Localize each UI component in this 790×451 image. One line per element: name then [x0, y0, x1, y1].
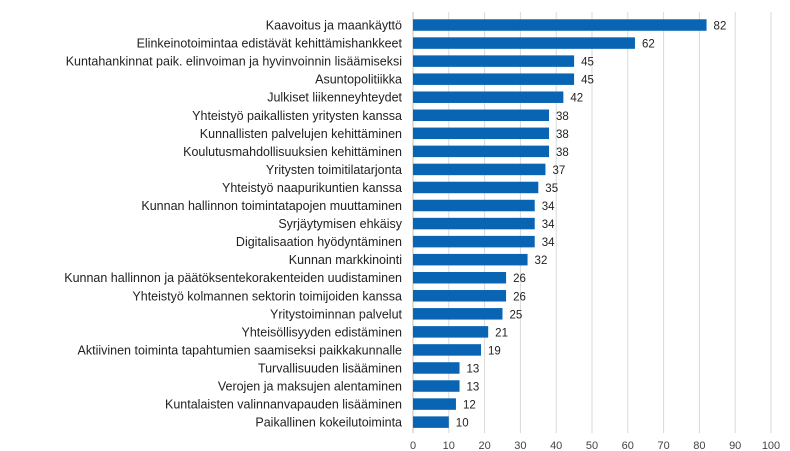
x-tick-label: 10	[443, 440, 455, 451]
data-label: 19	[488, 345, 501, 357]
data-label: 34	[542, 219, 555, 231]
category-labels: Kaavoitus ja maankäyttö Elinkeinotoiminta…	[64, 19, 403, 430]
category-label: Digitalisaation hyödyntäminen	[236, 235, 402, 249]
category-label: Kaavoitus ja maankäyttö	[266, 19, 402, 33]
x-tick-label: 60	[622, 440, 634, 451]
x-axis-ticks: 0 10 20 30 40 50 60 70 80 90 100	[410, 440, 780, 451]
category-label: Koulutusmahdollisuuksien kehittäminen	[183, 145, 402, 159]
x-tick-label: 20	[478, 440, 490, 451]
x-tick-label: 30	[514, 440, 526, 451]
bar	[413, 326, 489, 338]
category-label: Kunnan hallinnon ja päätöksentekorakente…	[64, 271, 402, 285]
data-label: 35	[545, 183, 558, 195]
data-label: 26	[513, 273, 526, 285]
bar	[413, 199, 535, 212]
data-label: 34	[542, 201, 555, 213]
data-label: 25	[510, 309, 523, 321]
bar	[413, 127, 550, 140]
category-label: Yhteistyö kolmannen sektorin toimijoiden…	[132, 289, 402, 303]
data-labels: 8262454542383838373534343432262625211913…	[456, 21, 727, 430]
category-label: Kuntahankinnat paik. elinvoiman ja hyvin…	[66, 55, 402, 69]
bar	[413, 380, 460, 392]
category-label: Asuntopolitiikka	[315, 73, 402, 87]
bar	[413, 109, 550, 122]
bar	[413, 19, 707, 31]
category-label: Yhteisöllisyyden edistäminen	[241, 325, 402, 339]
category-label: Kunnan hallinnon toimintatapojen muuttam…	[141, 199, 402, 213]
x-tick-label: 40	[550, 440, 562, 451]
x-tick-label: 80	[693, 440, 705, 451]
bar	[413, 253, 528, 266]
bar	[413, 91, 564, 103]
bar	[413, 181, 539, 194]
category-label: Yritysten toimitilatarjonta	[266, 163, 402, 177]
data-label: 45	[581, 75, 594, 87]
category-label: Paikallinen kokeilutoiminta	[255, 416, 402, 430]
data-label: 13	[467, 382, 480, 394]
x-tick-label: 90	[729, 440, 741, 451]
bar	[413, 73, 575, 85]
category-label: Yhteistyö naapurikuntien kanssa	[222, 181, 402, 195]
category-label: Elinkeinotoimintaa edistävät kehittämish…	[137, 37, 403, 51]
x-tick-label: 100	[762, 440, 780, 451]
category-label: Kunnallisten palvelujen kehittäminen	[200, 127, 402, 141]
data-label: 10	[456, 418, 469, 430]
bar	[413, 145, 550, 158]
bar	[413, 290, 507, 302]
category-label: Julkiset liikenneyhteydet	[267, 91, 402, 105]
data-label: 12	[463, 400, 476, 412]
bar	[413, 163, 546, 176]
data-label: 34	[542, 237, 555, 249]
bar	[413, 398, 456, 410]
bar	[413, 271, 507, 284]
category-label: Verojen ja maksujen alentaminen	[218, 380, 402, 394]
category-label: Yhteistyö paikallisten yritysten kanssa	[192, 109, 402, 123]
x-tick-label: 50	[586, 440, 598, 451]
data-label: 45	[581, 57, 594, 69]
data-label: 38	[556, 129, 569, 141]
data-label: 32	[535, 255, 548, 267]
bar	[413, 344, 482, 356]
bar	[413, 308, 503, 320]
category-label: Kunnan markkinointi	[289, 253, 402, 267]
category-label: Aktiivinen toiminta tapahtumien saamisek…	[78, 343, 403, 357]
data-label: 42	[570, 93, 583, 105]
data-label: 62	[642, 39, 655, 51]
data-label: 26	[513, 291, 526, 303]
data-label: 38	[556, 111, 569, 123]
data-label: 13	[467, 363, 480, 375]
bars	[413, 19, 707, 428]
data-label: 38	[556, 147, 569, 159]
bar	[413, 416, 449, 428]
x-tick-label: 70	[657, 440, 669, 451]
bar	[413, 37, 635, 49]
data-label: 82	[714, 21, 727, 33]
x-tick-label: 0	[410, 440, 416, 451]
category-label: Turvallisuuden lisääminen	[258, 361, 402, 375]
category-label: Yritystoiminnan palvelut	[270, 307, 403, 321]
data-label: 37	[552, 165, 565, 177]
bar	[413, 235, 535, 248]
data-label: 21	[495, 327, 508, 339]
category-label: Kuntalaisten valinnanvapauden lisääminen	[165, 398, 402, 412]
bar	[413, 362, 460, 374]
bar	[413, 217, 535, 230]
category-label: Syrjäytymisen ehkäisy	[278, 217, 402, 231]
bar	[413, 55, 575, 67]
